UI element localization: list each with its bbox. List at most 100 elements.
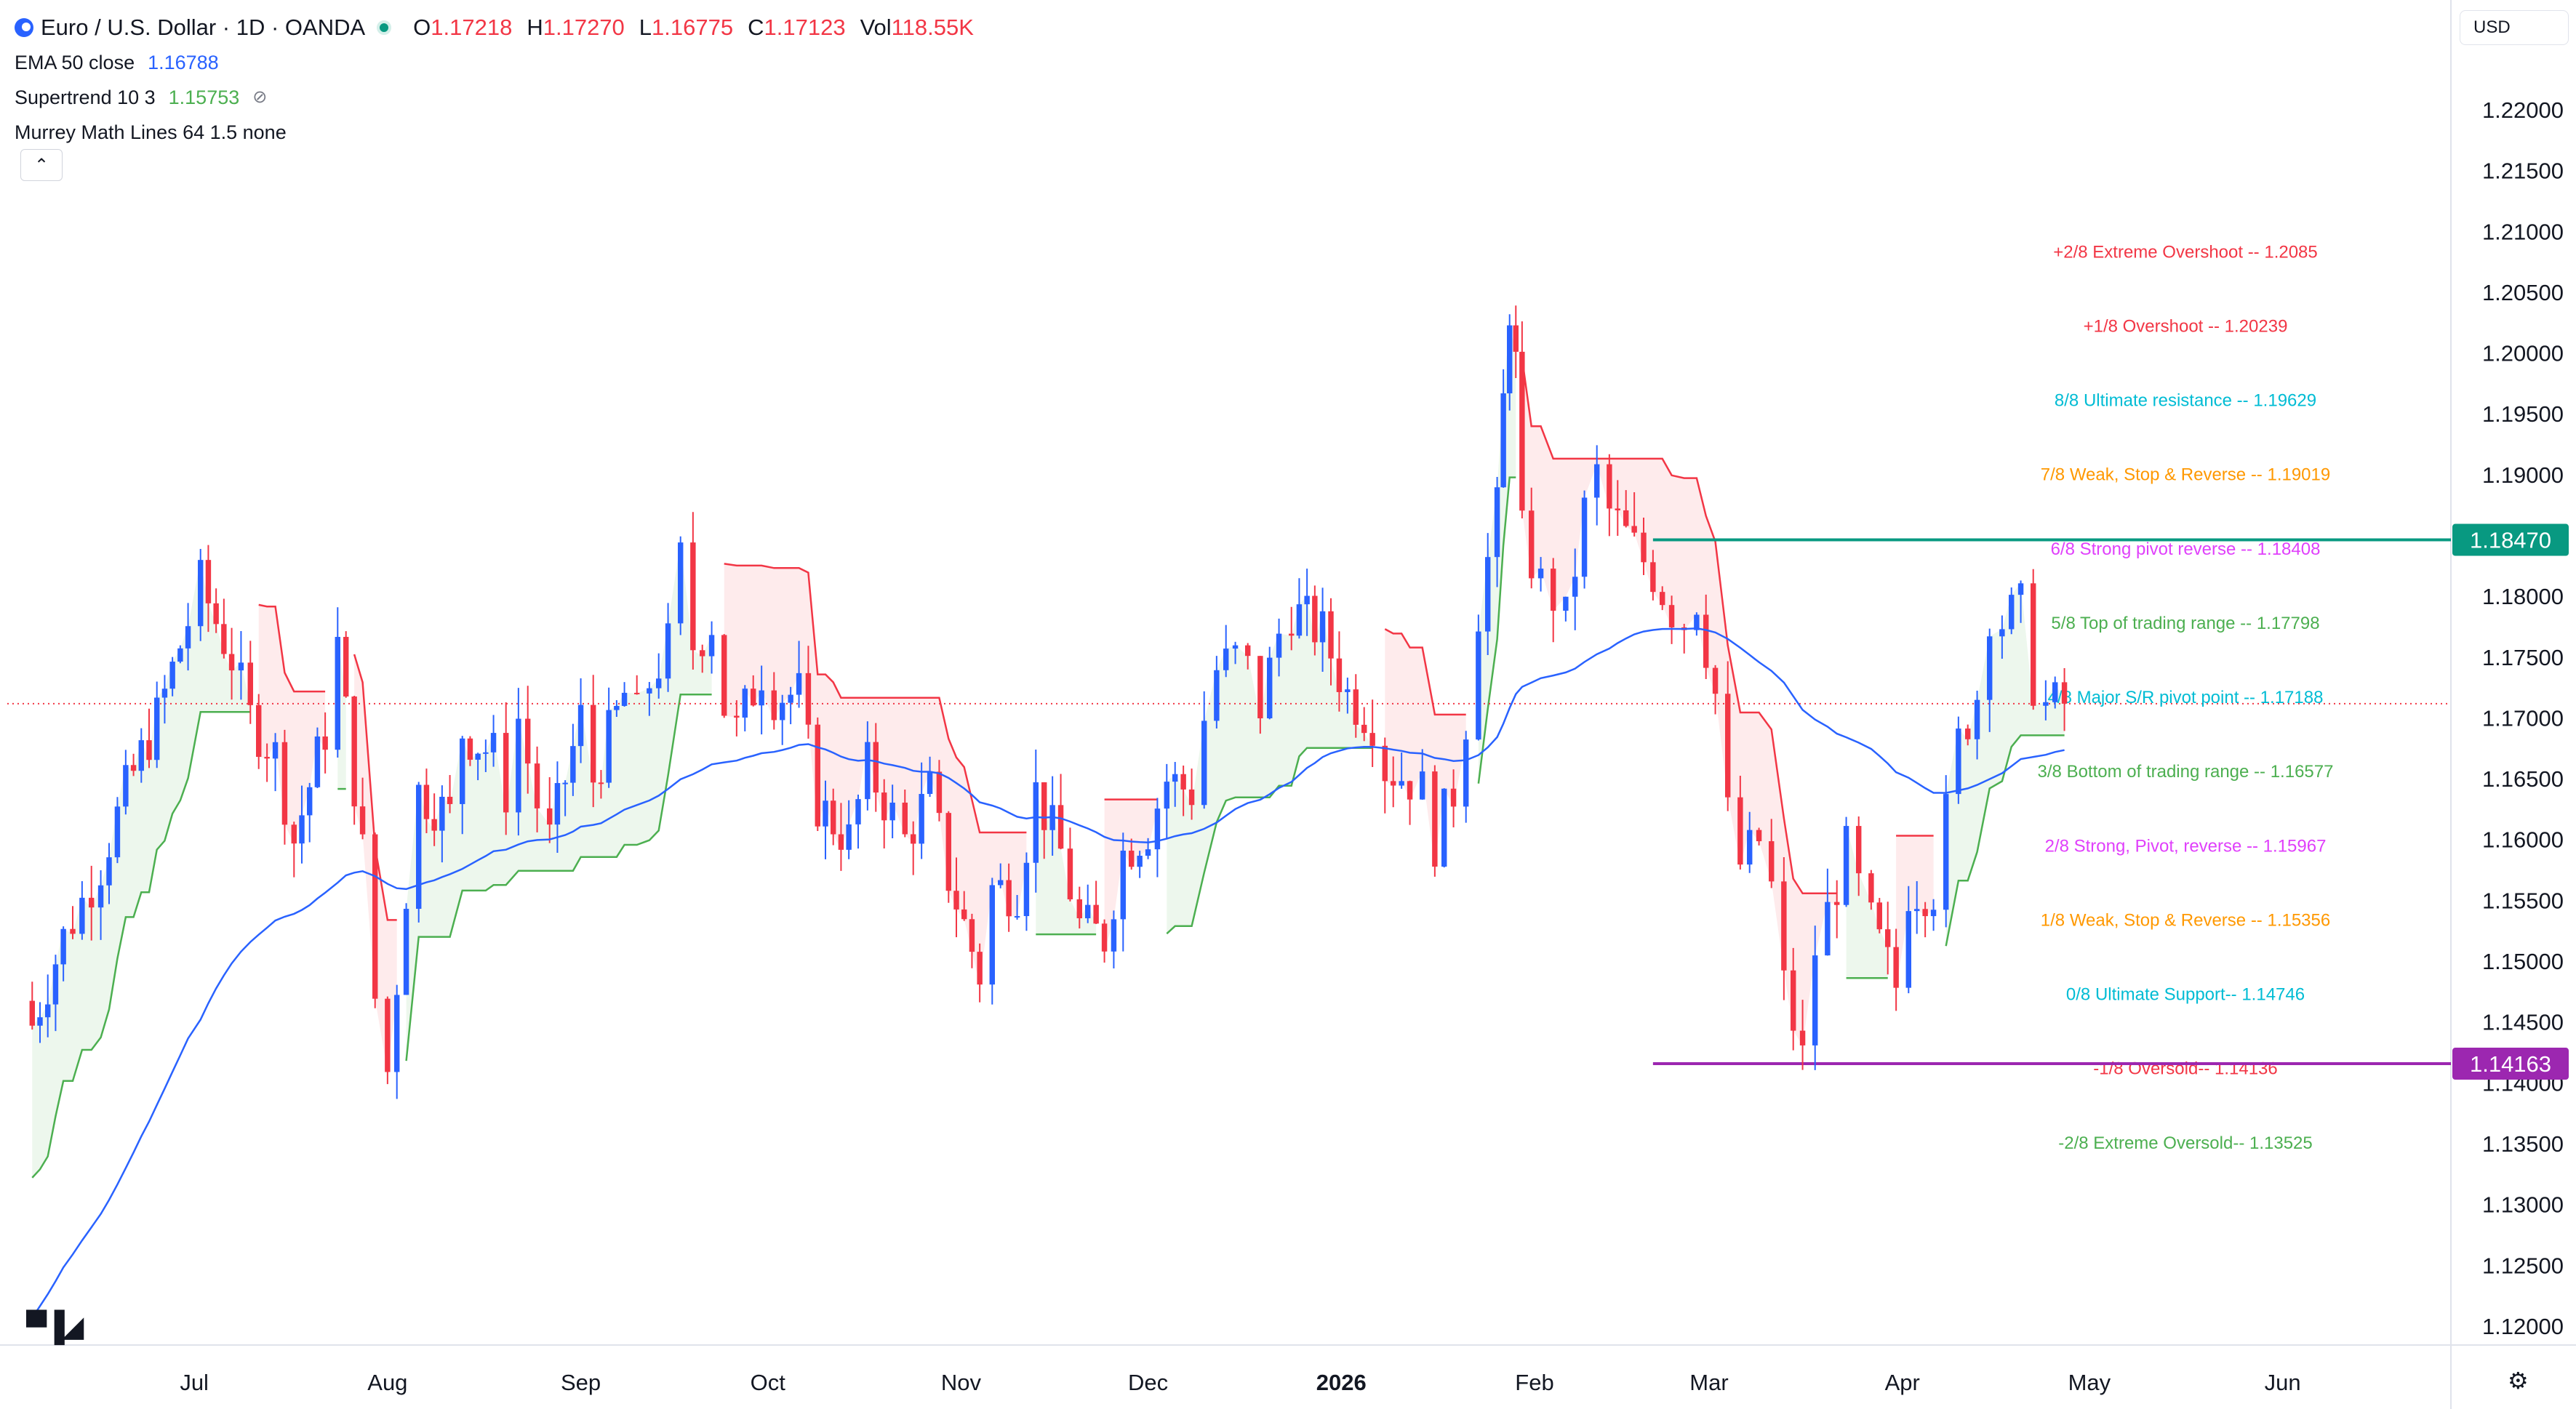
candle-body [185, 626, 191, 649]
y-tick-label: 1.22000 [2482, 97, 2564, 123]
candle-body [1943, 794, 1949, 910]
candle-body [1868, 873, 1874, 903]
candle-body [927, 771, 933, 795]
candle-body [1067, 848, 1073, 899]
candle [185, 603, 191, 671]
ohlc-open: O1.17218 [413, 15, 513, 40]
murrey-line-label: +1/8 Overshoot -- 1.20239 [2084, 317, 2288, 337]
candle [534, 746, 540, 832]
candle-body [1076, 899, 1083, 919]
candle [264, 743, 270, 782]
currency-flag-icon [15, 18, 33, 37]
candle-body [1137, 855, 1143, 867]
candle [1768, 819, 1775, 888]
candle-body [1812, 955, 1818, 1045]
candle [1922, 902, 1928, 938]
candle-body [1111, 919, 1117, 952]
candle [815, 717, 821, 831]
murrey-line-label: 7/8 Weak, Stop & Reverse -- 1.19019 [2041, 465, 2330, 485]
candle-body [805, 673, 812, 725]
candle-body [846, 824, 852, 850]
candle [614, 700, 620, 718]
candle-body [690, 542, 696, 651]
candle [953, 857, 959, 938]
y-tick-label: 1.16000 [2482, 827, 2564, 853]
candle-body [788, 694, 793, 703]
candle-body [961, 909, 967, 920]
y-tick-label: 1.19000 [2482, 462, 2564, 488]
candle-body [546, 808, 553, 825]
candle-body [1703, 614, 1709, 668]
candle-body [281, 742, 288, 825]
candle [306, 782, 313, 843]
murrey-line-label: 2/8 Strong, Pivot, reverse -- 1.15967 [2045, 836, 2327, 856]
candle [846, 800, 852, 859]
murrey-name: Murrey Math Lines 64 1.5 none [15, 121, 287, 143]
candle-body [37, 1017, 43, 1026]
indicator-supertrend[interactable]: Supertrend 10 3 1.15753 ⊘ [15, 80, 974, 115]
candle [677, 536, 684, 635]
market-status-icon [377, 20, 392, 35]
price-badge-label: 1.14163 [2470, 1051, 2551, 1077]
candle [699, 644, 705, 673]
candle-body [1266, 657, 1273, 719]
candle-body [823, 800, 828, 827]
murrey-line-label: 4/8 Major S/R pivot point -- 1.17188 [2048, 688, 2324, 707]
candle [52, 955, 59, 1032]
ema-line [31, 627, 2065, 1319]
candle [902, 789, 908, 838]
candle [123, 750, 129, 815]
supertrend-down-line [1384, 628, 1466, 716]
candle-body [855, 799, 861, 824]
tradingview-logo-icon[interactable]: ▀▐◢ [26, 1311, 84, 1343]
y-tick-label: 1.12500 [2482, 1253, 2564, 1278]
candle [889, 784, 895, 838]
collapse-legend-button[interactable]: ⌃ [20, 149, 63, 181]
indicator-ema[interactable]: EMA 50 close 1.16788 [15, 45, 974, 80]
supertrend-up-line [31, 711, 251, 1179]
candle [97, 870, 104, 940]
candle [335, 607, 341, 758]
candle-body [490, 733, 497, 752]
candle [467, 736, 473, 766]
candle-body [1623, 510, 1629, 526]
supertrend-up-fill [32, 560, 251, 1178]
candle-body [598, 782, 604, 784]
indicator-murrey[interactable]: Murrey Math Lines 64 1.5 none [15, 115, 974, 150]
symbol-row[interactable]: Euro / U.S. Dollar · 1D · OANDA O1.17218… [15, 10, 974, 45]
candle-body [1390, 781, 1396, 786]
candle-body [1450, 788, 1457, 807]
candle-body [534, 763, 540, 808]
supertrend-down-fill [1385, 629, 1466, 867]
candle [1956, 716, 1961, 804]
gear-icon[interactable]: ⚙ [2508, 1368, 2529, 1394]
candle [475, 752, 481, 781]
candle [910, 821, 916, 875]
murrey-line-label: -2/8 Extreme Oversold-- 1.13525 [2058, 1133, 2313, 1153]
candle-body [1956, 728, 1961, 795]
candle [169, 657, 175, 697]
supertrend-up-fill [1167, 595, 1373, 934]
candle-body [1884, 929, 1891, 947]
candle [708, 621, 715, 674]
candle [403, 903, 409, 995]
candle [44, 974, 51, 1037]
candle [1506, 314, 1513, 411]
candle [721, 634, 727, 718]
candle [385, 996, 391, 1085]
candle-body [1101, 923, 1108, 952]
currency-selector[interactable]: USD [2460, 10, 2569, 45]
murrey-line-label: +2/8 Extreme Overshoot -- 1.2085 [2053, 242, 2318, 262]
x-tick-label: May [2068, 1370, 2111, 1395]
candle [665, 603, 671, 692]
candle [771, 672, 777, 730]
candle [805, 646, 812, 739]
candle [919, 762, 924, 859]
candle [1111, 910, 1117, 969]
candle [1067, 827, 1073, 902]
symbol-title[interactable]: Euro / U.S. Dollar · 1D · OANDA [41, 15, 366, 40]
candle-body [1312, 595, 1318, 643]
x-tick-label: Jun [2265, 1370, 2301, 1395]
candle [228, 627, 235, 700]
